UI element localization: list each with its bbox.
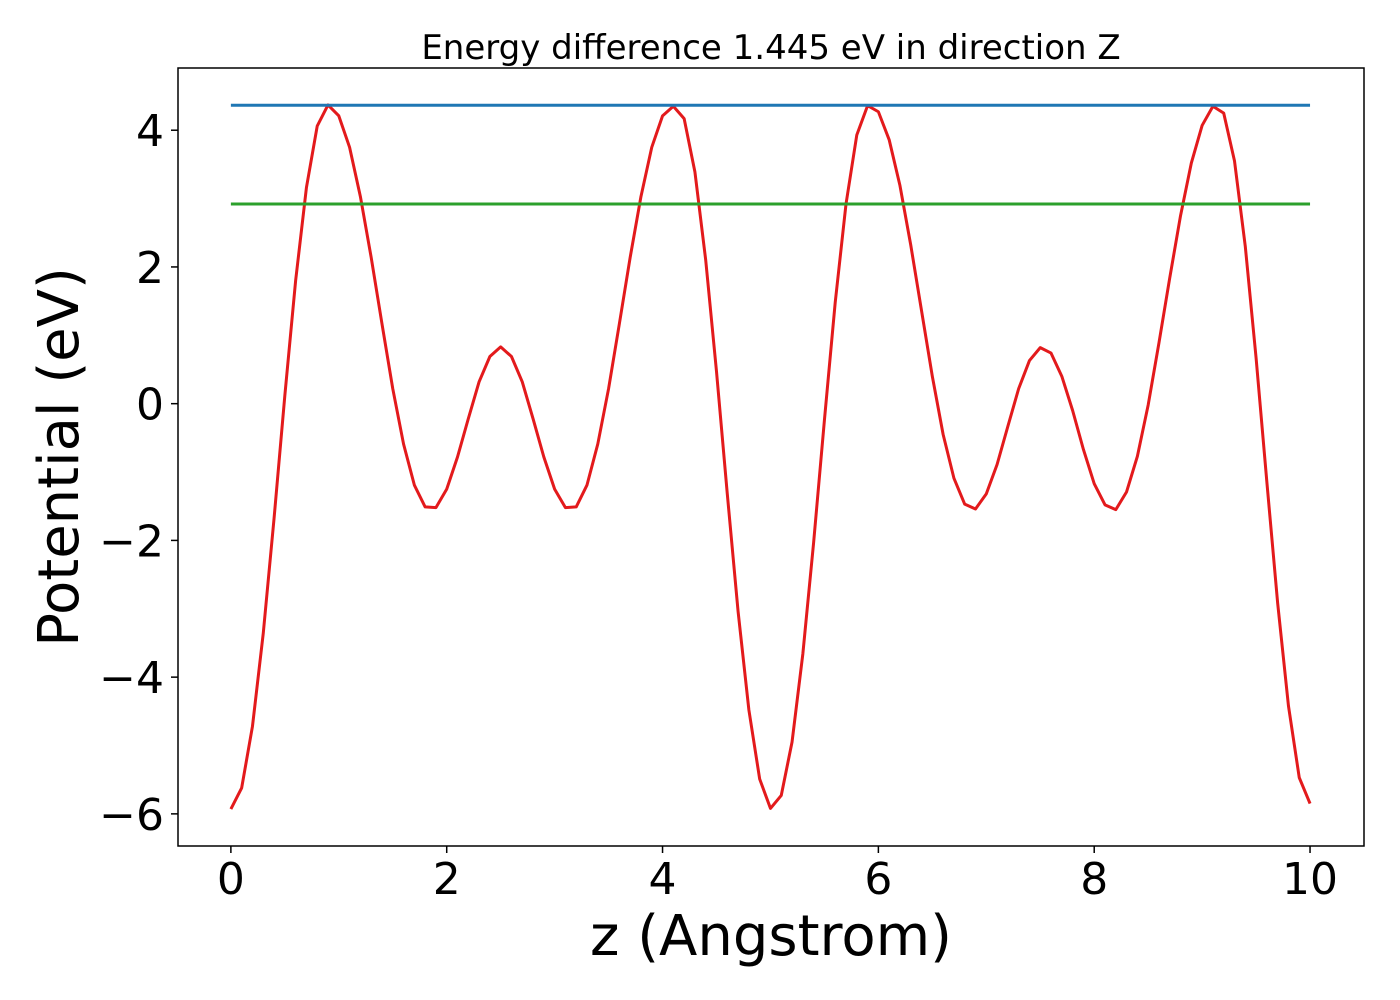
plot-frame xyxy=(177,67,1365,847)
x-axis-label: z (Angstrom) xyxy=(590,904,952,969)
x-tick-label: 2 xyxy=(433,854,461,905)
y-axis-label: Potential (eV) xyxy=(27,267,92,647)
x-tick-label: 0 xyxy=(217,854,245,905)
x-tick-label: 8 xyxy=(1080,854,1108,905)
y-tick-label: −2 xyxy=(99,516,164,567)
y-tick-label: 4 xyxy=(136,106,164,157)
x-tick-label: 10 xyxy=(1282,854,1338,905)
y-tick-label: −6 xyxy=(99,790,164,841)
x-tick-label: 4 xyxy=(649,854,677,905)
line-series xyxy=(229,103,1312,810)
chart-title: Energy difference 1.445 eV in direction … xyxy=(421,28,1120,68)
y-tick-label: 2 xyxy=(136,243,164,294)
y-tick-label: 0 xyxy=(136,380,164,431)
x-tick-label: 6 xyxy=(864,854,892,905)
y-tick-label: −4 xyxy=(99,653,164,704)
